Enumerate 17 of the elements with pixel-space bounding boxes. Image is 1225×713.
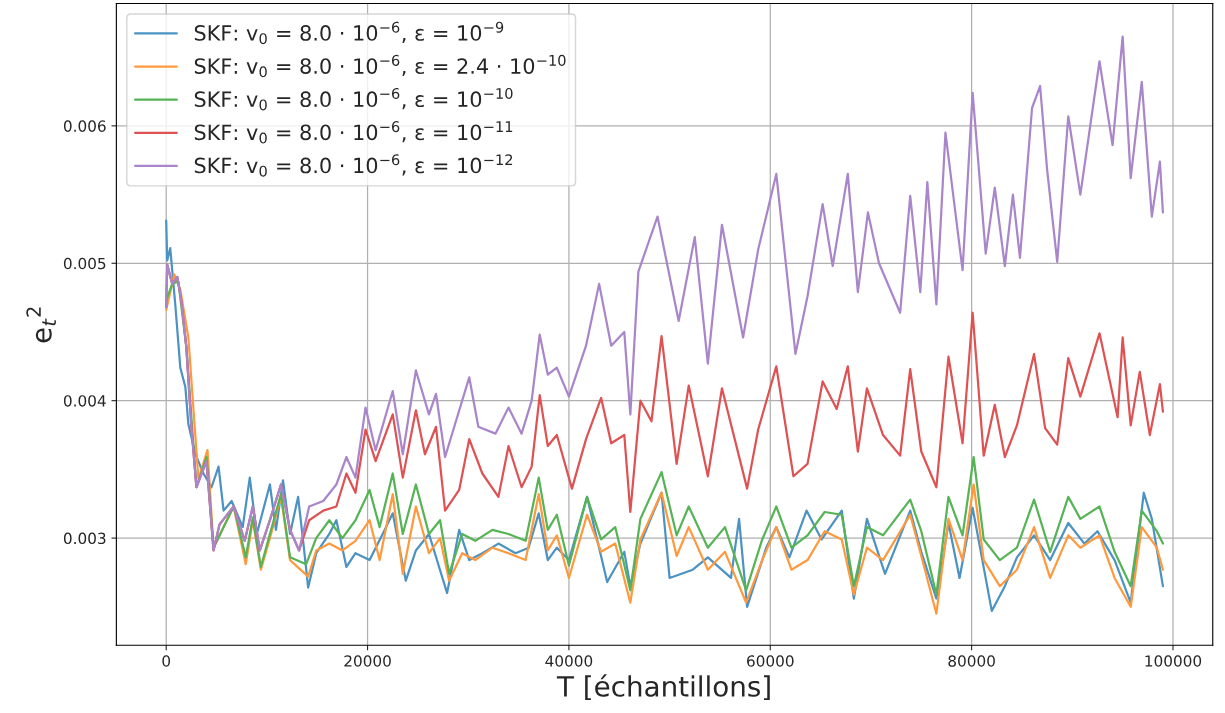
legend-label: SKF: v$_{0}$ = 8.0 · 10$^{−6}$, ε = 10$^{−12}$ <box>194 154 513 177</box>
legend-label: SKF: v$_{0}$ = 8.0 · 10$^{−6}$, ε = 2.4 · 10$^{−10}$ <box>194 54 566 78</box>
x-tick-label: 20000 <box>344 655 391 667</box>
x-tick-label: 80000 <box>948 655 995 667</box>
x-tick-label: 100000 <box>1145 655 1202 667</box>
x-axis-title: T [échantillons] <box>556 674 770 701</box>
y-axis-title: e$_{t}$$^{2}$ <box>26 307 56 343</box>
y-tick-label: 0.003 <box>63 532 106 545</box>
x-tick-label: 40000 <box>545 655 593 667</box>
x-tick-label: 60000 <box>747 655 794 667</box>
legend-label: SKF: v$_{0}$ = 8.0 · 10$^{−6}$, ε = 10$^{−11}$ <box>194 121 513 144</box>
y-tick-label: 0.006 <box>63 120 106 132</box>
x-tick-label: 0 <box>162 655 171 667</box>
y-tick-label: 0.005 <box>63 257 106 270</box>
legend-label: SKF: v$_{0}$ = 8.0 · 10$^{−6}$, ε = 10$^{−9}$ <box>194 21 504 45</box>
legend-label: SKF: v$_{0}$ = 8.0 · 10$^{−6}$, ε = 10$^{−10}$ <box>194 87 513 111</box>
y-tick-label: 0.004 <box>63 395 106 407</box>
